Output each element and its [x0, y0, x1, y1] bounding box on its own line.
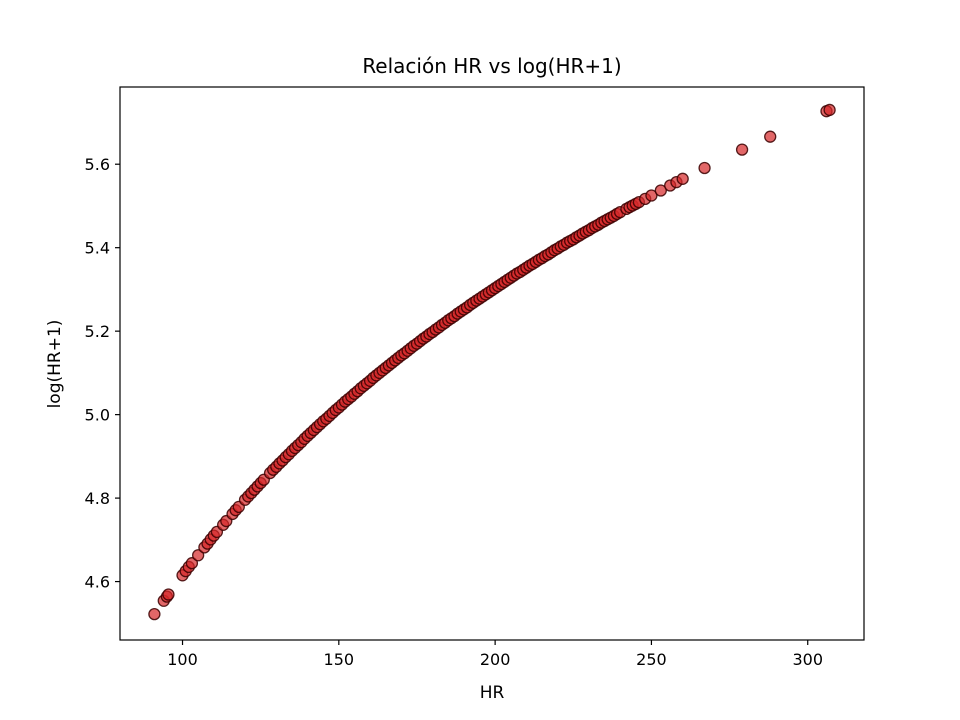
- chart-title: Relación HR vs log(HR+1): [362, 54, 621, 78]
- data-point: [676, 172, 689, 185]
- x-tick-label: 300: [792, 650, 823, 669]
- y-tick-label: 5.4: [85, 239, 110, 258]
- x-axis-label: HR: [480, 683, 505, 703]
- y-tick-label: 5.0: [85, 406, 110, 425]
- data-point: [654, 184, 667, 197]
- points-group: [148, 103, 836, 621]
- y-tick-label: 5.6: [85, 155, 110, 174]
- plot-area-frame: [119, 86, 865, 641]
- x-tick-label: 200: [480, 650, 511, 669]
- x-tick-label: 250: [636, 650, 667, 669]
- data-point: [698, 161, 711, 175]
- y-tick-label: 4.8: [85, 489, 110, 508]
- x-axis-ticks: 100 150 200 250 300: [167, 640, 823, 669]
- y-axis-label: log(HR+1): [45, 320, 65, 409]
- x-tick-label: 150: [324, 650, 355, 669]
- y-tick-label: 5.2: [85, 322, 110, 341]
- data-point: [735, 143, 749, 156]
- x-tick-label: 100: [167, 650, 198, 669]
- y-axis-ticks: 4.6 4.8 5.0 5.2 5.4 5.6: [85, 155, 120, 592]
- y-tick-label: 4.6: [85, 573, 110, 592]
- data-point: [185, 557, 199, 570]
- data-point: [764, 130, 777, 143]
- data-point: [162, 588, 175, 601]
- data-point: [645, 189, 658, 202]
- data-point: [823, 103, 836, 117]
- data-point: [148, 607, 161, 621]
- data-point: [191, 549, 205, 562]
